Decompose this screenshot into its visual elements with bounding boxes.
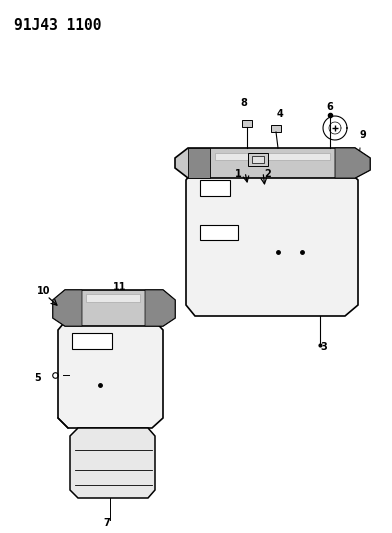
Text: 1: 1 bbox=[235, 169, 241, 179]
Polygon shape bbox=[86, 294, 140, 302]
Polygon shape bbox=[53, 290, 175, 326]
Text: 6: 6 bbox=[327, 102, 333, 112]
Text: 91J43 1100: 91J43 1100 bbox=[14, 18, 102, 33]
Polygon shape bbox=[215, 153, 330, 160]
Polygon shape bbox=[58, 318, 163, 428]
Polygon shape bbox=[200, 225, 238, 240]
Polygon shape bbox=[242, 120, 252, 127]
Text: 5: 5 bbox=[34, 373, 42, 383]
Polygon shape bbox=[252, 156, 264, 163]
Text: 7: 7 bbox=[103, 518, 111, 528]
Polygon shape bbox=[53, 290, 82, 326]
Text: 11: 11 bbox=[113, 282, 127, 292]
Text: 10: 10 bbox=[37, 286, 51, 296]
Polygon shape bbox=[271, 125, 281, 132]
Polygon shape bbox=[70, 428, 155, 498]
Text: 3: 3 bbox=[321, 342, 327, 352]
Polygon shape bbox=[186, 168, 358, 316]
Polygon shape bbox=[145, 290, 175, 326]
Polygon shape bbox=[175, 148, 370, 178]
Polygon shape bbox=[335, 148, 370, 178]
Text: 4: 4 bbox=[277, 109, 283, 119]
Text: 9: 9 bbox=[359, 130, 367, 140]
Text: 2: 2 bbox=[265, 169, 271, 179]
Polygon shape bbox=[188, 148, 210, 178]
Polygon shape bbox=[72, 333, 112, 349]
Text: 8: 8 bbox=[241, 98, 247, 108]
Polygon shape bbox=[200, 180, 230, 196]
Polygon shape bbox=[248, 153, 268, 166]
